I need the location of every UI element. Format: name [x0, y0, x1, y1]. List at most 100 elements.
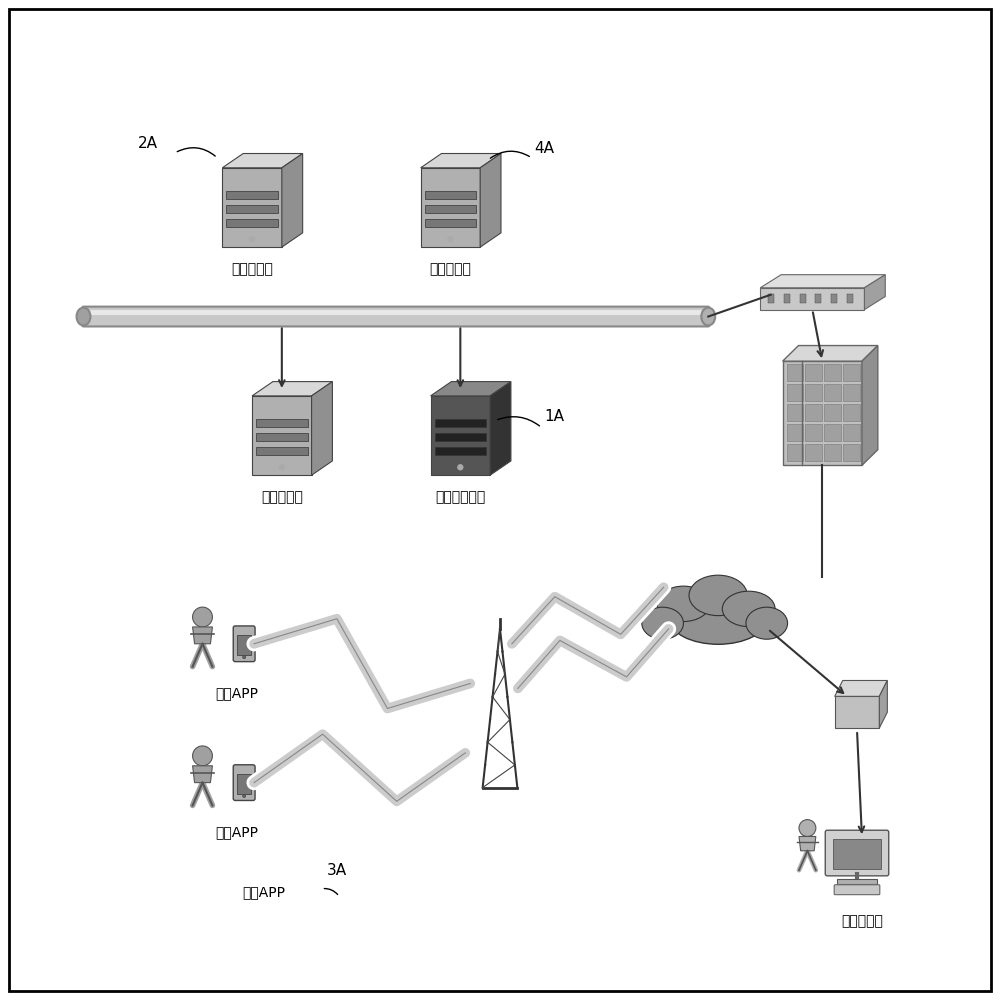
Circle shape	[193, 607, 212, 627]
Bar	[88, 310, 703, 315]
Polygon shape	[490, 382, 511, 475]
Bar	[833, 839, 881, 869]
Bar	[787, 424, 803, 441]
Polygon shape	[864, 275, 885, 310]
Bar	[425, 219, 476, 227]
Circle shape	[448, 237, 453, 242]
Polygon shape	[799, 836, 816, 851]
Bar	[805, 364, 822, 381]
Bar	[824, 384, 841, 401]
Polygon shape	[312, 382, 332, 475]
Bar	[824, 404, 841, 421]
Polygon shape	[421, 168, 480, 247]
Polygon shape	[480, 154, 501, 247]
Text: 拣货APP: 拣货APP	[216, 686, 259, 700]
Text: 网关服务器: 网关服务器	[231, 262, 273, 276]
Bar	[435, 433, 486, 441]
Polygon shape	[835, 680, 887, 696]
Bar	[226, 191, 278, 199]
Polygon shape	[862, 346, 878, 465]
Polygon shape	[760, 288, 864, 310]
Ellipse shape	[701, 308, 715, 325]
Polygon shape	[760, 275, 885, 288]
Text: 智能APP: 智能APP	[242, 885, 285, 899]
Polygon shape	[252, 382, 332, 396]
Bar	[843, 444, 860, 461]
Bar	[256, 433, 308, 441]
Polygon shape	[835, 696, 879, 728]
Ellipse shape	[746, 607, 788, 639]
Polygon shape	[783, 346, 878, 361]
Bar	[768, 294, 774, 303]
Bar	[843, 384, 860, 401]
Bar	[237, 774, 251, 794]
FancyBboxPatch shape	[825, 830, 889, 876]
Bar	[435, 447, 486, 455]
Circle shape	[458, 465, 463, 470]
Text: 1A: 1A	[545, 409, 565, 424]
Bar	[805, 404, 822, 421]
Bar	[237, 635, 251, 655]
Polygon shape	[193, 627, 212, 644]
Bar	[787, 444, 803, 461]
Text: 缓存服务器: 缓存服务器	[261, 490, 303, 504]
Bar	[784, 294, 790, 303]
Ellipse shape	[670, 594, 767, 644]
Ellipse shape	[77, 308, 90, 325]
Bar	[815, 294, 821, 303]
Circle shape	[243, 656, 246, 659]
FancyBboxPatch shape	[233, 626, 255, 662]
Text: 后台调度员: 后台调度员	[841, 915, 883, 929]
Bar	[787, 384, 803, 401]
Bar	[805, 424, 822, 441]
Bar	[805, 444, 822, 461]
Ellipse shape	[689, 575, 747, 616]
Bar	[837, 879, 877, 884]
Polygon shape	[431, 382, 511, 396]
Text: 拣货APP: 拣货APP	[216, 825, 259, 839]
Bar	[831, 294, 837, 303]
FancyBboxPatch shape	[834, 885, 880, 895]
FancyBboxPatch shape	[83, 307, 709, 326]
Bar	[787, 404, 803, 421]
Polygon shape	[421, 154, 501, 168]
Bar	[226, 205, 278, 213]
Ellipse shape	[722, 591, 775, 627]
Circle shape	[279, 465, 284, 470]
Bar	[787, 364, 803, 381]
Bar	[256, 447, 308, 455]
Bar	[824, 424, 841, 441]
Text: 4A: 4A	[535, 141, 555, 156]
Bar	[805, 384, 822, 401]
Bar	[843, 404, 860, 421]
Bar	[847, 294, 853, 303]
Polygon shape	[879, 680, 887, 728]
Polygon shape	[431, 396, 490, 475]
Bar	[824, 364, 841, 381]
Bar	[425, 205, 476, 213]
FancyBboxPatch shape	[233, 765, 255, 800]
Bar	[425, 191, 476, 199]
Polygon shape	[783, 361, 862, 465]
Ellipse shape	[642, 607, 683, 639]
Bar	[435, 419, 486, 427]
Bar	[226, 219, 278, 227]
Circle shape	[250, 237, 255, 242]
Circle shape	[193, 746, 212, 766]
Circle shape	[243, 795, 246, 798]
Bar	[843, 364, 860, 381]
Polygon shape	[193, 766, 212, 783]
Bar	[800, 294, 806, 303]
Polygon shape	[282, 154, 303, 247]
Bar	[843, 424, 860, 441]
Bar	[824, 444, 841, 461]
Circle shape	[799, 820, 816, 836]
Polygon shape	[222, 154, 303, 168]
Text: 2A: 2A	[138, 136, 158, 151]
Text: 管理后台服务: 管理后台服务	[435, 490, 485, 504]
Polygon shape	[252, 396, 312, 475]
Text: 3A: 3A	[326, 863, 347, 878]
Polygon shape	[222, 168, 282, 247]
Text: 结算中间库: 结算中间库	[429, 262, 471, 276]
Ellipse shape	[657, 586, 710, 622]
